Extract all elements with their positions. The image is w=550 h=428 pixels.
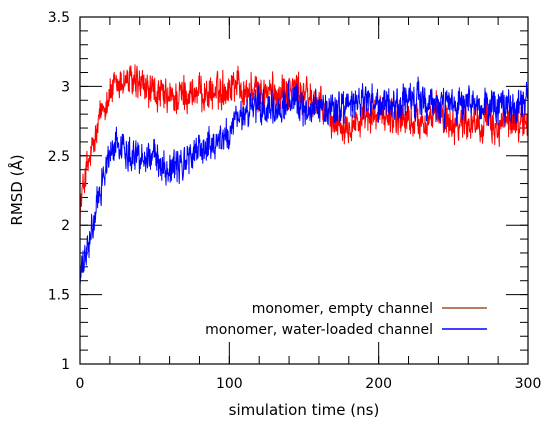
x-axis-label: simulation time (ns) <box>229 401 380 419</box>
series-layer <box>79 64 529 286</box>
y-tick-labels: 1 1.5 2 2.5 3 3.5 <box>48 10 70 373</box>
y-tick-label: 2 <box>61 218 70 234</box>
plot-frame <box>79 16 529 365</box>
legend-label: monomer, empty channel <box>252 301 433 317</box>
x-tick-label: 0 <box>76 376 85 392</box>
x-tick-labels: 0 100 200 300 <box>76 376 542 392</box>
legend: monomer, empty channel monomer, water-loa… <box>205 301 487 338</box>
y-axis-label: RMSD (Å) <box>7 154 26 225</box>
x-tick-label: 100 <box>216 376 243 392</box>
y-tick-label: 1 <box>61 357 70 373</box>
x-tick-label: 300 <box>515 376 542 392</box>
legend-label: monomer, water-loaded channel <box>205 322 433 338</box>
y-tick-label: 3 <box>61 79 70 95</box>
series-line-water-loaded-channel <box>79 76 529 286</box>
y-tick-label: 1.5 <box>48 288 70 304</box>
y-tick-label: 2.5 <box>48 149 70 165</box>
y-tick-label: 3.5 <box>48 10 70 26</box>
x-tick-label: 200 <box>365 376 392 392</box>
